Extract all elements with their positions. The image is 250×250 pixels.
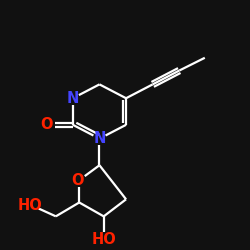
Text: HO: HO xyxy=(91,232,116,247)
Text: N: N xyxy=(67,91,79,106)
Text: HO: HO xyxy=(17,198,42,213)
Text: N: N xyxy=(93,131,106,146)
Text: O: O xyxy=(40,117,52,132)
Text: O: O xyxy=(71,173,83,188)
